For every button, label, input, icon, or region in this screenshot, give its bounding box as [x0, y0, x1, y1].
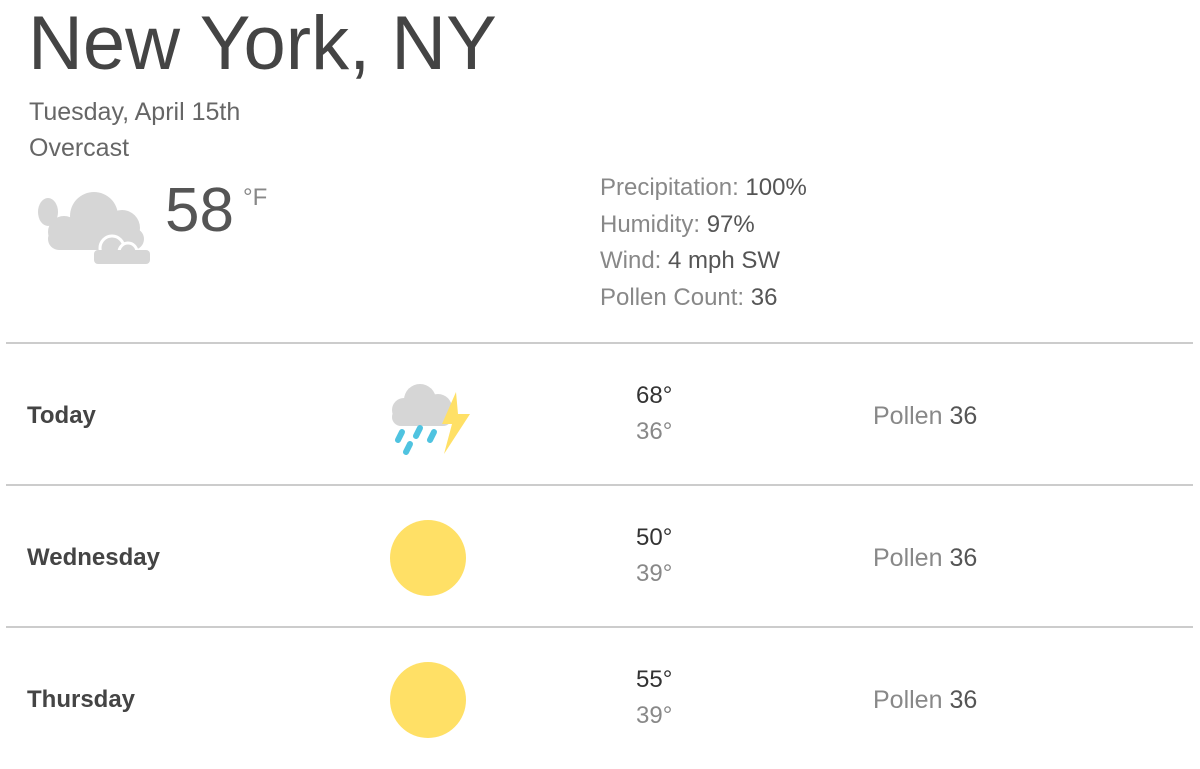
cloudy-icon — [34, 182, 154, 271]
detail-pollen: Pollen Count: 36 — [600, 283, 778, 311]
date-text: Tuesday, April 15th — [29, 98, 241, 126]
forecast-high: 55° — [636, 666, 673, 693]
forecast-row[interactable]: Today 68° 36° Pollen 36 — [6, 342, 1193, 485]
forecast-low: 36° — [636, 418, 673, 445]
location-title: New York, NY — [28, 1, 497, 86]
forecast-row[interactable]: Thursday 55° 39° Pollen 36 — [6, 626, 1193, 769]
sun-icon — [388, 518, 468, 603]
forecast-high: 68° — [636, 382, 673, 409]
current-temp: 58 — [165, 176, 234, 245]
forecast-pollen: Pollen 36 — [873, 402, 978, 430]
forecast-day: Wednesday — [27, 544, 160, 571]
detail-humidity: Humidity: 97% — [600, 210, 755, 238]
forecast-day: Thursday — [27, 686, 136, 713]
details-panel: Precipitation: 100% Humidity: 97% Wind: … — [600, 170, 807, 316]
forecast-pollen: Pollen 36 — [873, 686, 978, 714]
forecast-row[interactable]: Wednesday 50° 39° Pollen 36 — [6, 484, 1193, 627]
forecast-low: 39° — [636, 560, 673, 587]
forecast-low: 39° — [636, 702, 673, 729]
detail-wind: Wind: 4 mph SW — [600, 247, 781, 274]
forecast-day: Today — [27, 402, 96, 429]
condition-text: Overcast — [29, 134, 130, 162]
detail-precipitation: Precipitation: 100% — [600, 174, 807, 201]
forecast-pollen: Pollen 36 — [873, 544, 978, 572]
thunderstorm-icon — [386, 374, 476, 464]
forecast-high: 50° — [636, 524, 673, 551]
sun-icon — [388, 660, 468, 745]
temp-unit: °F — [243, 184, 268, 211]
